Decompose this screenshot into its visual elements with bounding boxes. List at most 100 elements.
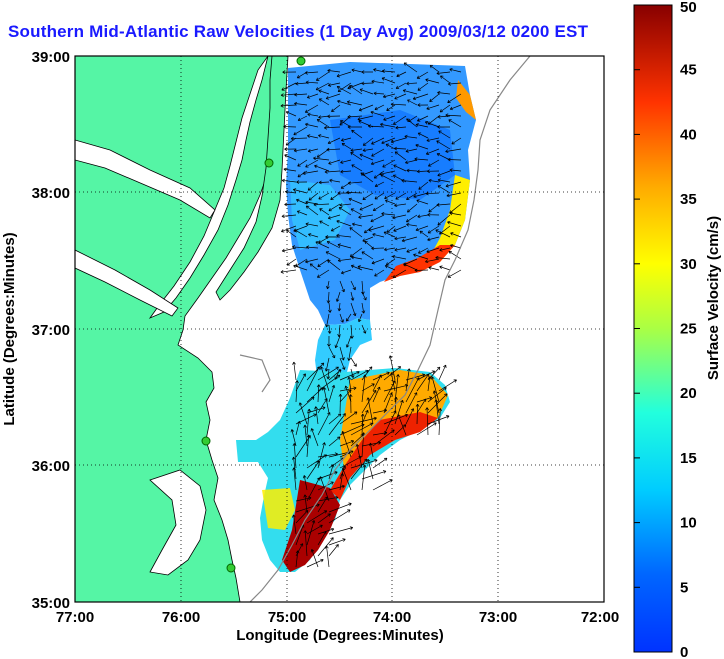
- velocity-arrow: [328, 484, 345, 491]
- velocity-arrow: [341, 431, 352, 458]
- velocity-arrow: [372, 203, 385, 212]
- velocity-arrow: [340, 137, 352, 142]
- velocity-arrow: [432, 390, 440, 414]
- velocity-arrow: [327, 335, 331, 347]
- velocity-arrow: [339, 357, 346, 370]
- velocity-arrow: [293, 148, 308, 153]
- velocity-arrow: [307, 181, 319, 191]
- velocity-arrow: [438, 364, 447, 381]
- velocity-arrow: [328, 369, 342, 381]
- velocity-arrow: [346, 100, 363, 106]
- colorbar-tick-label: 30: [680, 256, 697, 273]
- velocity-arrow: [337, 82, 352, 92]
- velocity-arrow: [329, 178, 341, 183]
- velocity-arrow: [418, 181, 429, 190]
- velocity-arrow: [417, 132, 429, 139]
- velocity-arrow: [316, 119, 330, 128]
- lon-tick-label: 76:00: [162, 609, 200, 626]
- velocity-arrow: [308, 192, 319, 201]
- velocity-arrow: [294, 101, 308, 106]
- velocity-arrow: [350, 291, 355, 301]
- velocity-arrow: [447, 93, 462, 104]
- velocity-arrow: [435, 255, 451, 260]
- velocity-arrow: [385, 199, 396, 205]
- velocity-arrow: [284, 202, 297, 207]
- velocity-arrow: [428, 266, 440, 271]
- velocity-arrow: [327, 137, 341, 145]
- velocity-arrow: [350, 280, 356, 291]
- velocity-arrow: [402, 89, 418, 95]
- velocity-arrow: [427, 212, 440, 217]
- velocity-arrow: [347, 346, 352, 361]
- velocity-arrow: [302, 475, 308, 491]
- velocity-arrow: [292, 467, 297, 491]
- velocity-arrow: [359, 153, 374, 161]
- velocity-arrow: [386, 104, 396, 111]
- velocity-arrow: [384, 264, 396, 271]
- velocity-arrow: [336, 85, 352, 95]
- velocity-arrow: [372, 457, 388, 469]
- velocity-arrow: [330, 225, 341, 232]
- velocity-arrow: [283, 124, 297, 129]
- colorbar-tick-label: 50: [680, 0, 697, 16]
- velocity-arrow: [318, 134, 330, 139]
- lon-tick-label: 73:00: [479, 609, 517, 626]
- y-axis-title: Latitude (Degrees:Minutes): [1, 232, 18, 425]
- velocity-arrow: [394, 236, 407, 241]
- velocity-arrow: [318, 180, 330, 185]
- velocity-arrow: [394, 247, 407, 252]
- lon-tick-label: 75:00: [268, 609, 306, 626]
- velocity-arrow: [357, 313, 363, 323]
- velocity-arrow: [394, 399, 404, 425]
- velocity-arrow: [373, 91, 385, 96]
- lat-tick-label: 38:00: [32, 185, 70, 202]
- velocity-arrow: [349, 227, 363, 238]
- velocity-arrow: [341, 143, 352, 150]
- colorbar: 0 5 10 15 20 25 30 35 40 45 50 Surface Velocity (c…: [633, 0, 722, 659]
- velocity-arrow: [396, 71, 407, 78]
- velocity-arrow: [315, 82, 330, 91]
- colorbar-tick-label: 15: [680, 450, 697, 467]
- lon-tick-label: 77:00: [56, 609, 94, 626]
- velocity-arrow: [437, 125, 450, 129]
- velocity-region-north-highlight: [330, 110, 455, 200]
- velocity-arrow: [307, 148, 319, 153]
- velocity-arrow: [344, 385, 352, 403]
- velocity-arrow: [405, 148, 418, 153]
- velocity-arrow: [284, 154, 297, 161]
- velocity-arrow: [380, 174, 396, 183]
- velocity-arrow: [394, 151, 407, 161]
- velocity-arrow: [295, 543, 304, 557]
- velocity-arrow: [350, 368, 355, 378]
- velocity-arrow: [328, 436, 341, 447]
- velocity-arrow: [436, 203, 451, 207]
- velocity-arrow: [309, 263, 319, 271]
- velocity-arrow: [325, 313, 330, 328]
- velocity-arrow: [406, 81, 418, 86]
- velocity-arrow: [310, 549, 319, 568]
- velocity-arrow: [394, 424, 407, 436]
- velocity-arrow: [325, 93, 341, 100]
- velocity-arrow: [417, 115, 429, 122]
- velocity-arrow: [405, 373, 426, 381]
- velocity-arrow: [326, 240, 341, 249]
- velocity-arrow: [383, 413, 408, 425]
- velocity-arrow: [339, 411, 358, 425]
- velocity-arrow: [413, 192, 429, 199]
- velocity-arrow: [305, 122, 319, 128]
- velocity-arrow: [415, 143, 429, 150]
- velocity-arrow: [449, 168, 462, 172]
- velocity-arrow: [394, 146, 407, 151]
- velocity-arrow: [407, 99, 418, 106]
- velocity-arrow: [328, 502, 352, 513]
- velocity-arrow: [350, 369, 369, 381]
- velocity-arrow: [317, 412, 331, 436]
- velocity-arrow: [445, 181, 462, 188]
- velocity-arrow: [372, 386, 381, 403]
- velocity-arrow: [339, 389, 352, 403]
- velocity-arrow: [328, 464, 335, 480]
- velocity-arrow: [361, 70, 373, 74]
- colorbar-title: Surface Velocity (cm/s): [705, 216, 722, 380]
- velocity-arrow: [338, 207, 352, 216]
- velocity-arrow: [280, 103, 297, 108]
